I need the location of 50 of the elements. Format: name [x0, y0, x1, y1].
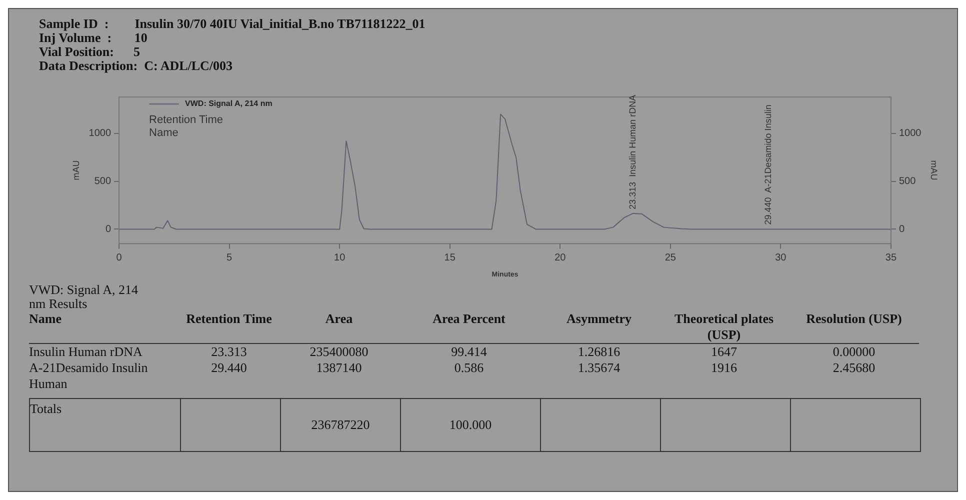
legend-label: VWD: Signal A, 214 nm	[185, 99, 272, 108]
x-tick-label: 25	[664, 252, 676, 264]
text: 236787220	[280, 399, 400, 451]
text: Insulin Human rDNA	[29, 344, 144, 360]
x-tick-label: 15	[444, 252, 456, 264]
text: 1387140	[315, 360, 363, 377]
text: 1.35674	[576, 360, 622, 377]
annotation: Retention Time	[149, 114, 224, 126]
y2-tick-label: 0	[898, 224, 905, 235]
x-tick-label: 0	[116, 252, 122, 264]
text: VWD: Signal A, 214 nm Results	[29, 282, 140, 311]
text: 1916	[710, 360, 738, 377]
y-tick-label: 500	[94, 176, 112, 188]
x-tick-label: 35	[885, 252, 897, 264]
x-tick-label: 20	[554, 252, 566, 264]
text: 29.440	[210, 360, 248, 377]
text: A-21Desamido Insulin Human	[29, 360, 149, 392]
y2-tick-label: 1000	[898, 128, 922, 140]
text: Retention Time	[185, 311, 273, 328]
y-tick-label: 0	[105, 224, 112, 235]
text: Vial Position: 5	[39, 44, 141, 59]
annotation: Name	[149, 127, 178, 140]
text: Inj Volume : 10	[39, 30, 148, 45]
y-tick-label: 1000	[88, 128, 112, 140]
y2-axis-title: mAU	[929, 160, 940, 180]
x-tick-label: 30	[775, 252, 787, 264]
text: Totals	[30, 400, 63, 418]
y2-tick-label: 500	[898, 176, 916, 188]
text: 100.000	[400, 399, 540, 451]
text: Asymmetry	[566, 311, 632, 328]
text: Data Description: C: ADL/LC/003	[39, 58, 234, 73]
text: Area	[324, 311, 354, 328]
text: 0.586	[453, 360, 485, 377]
text: 99.414	[450, 344, 488, 360]
text: Theoretical plates (USP)	[673, 311, 775, 343]
text: 1.26816	[576, 344, 622, 360]
text: Name	[29, 311, 62, 328]
text: Resolution (USP)	[805, 311, 903, 328]
text: 0.00000	[832, 344, 876, 360]
x-tick-label: 5	[226, 252, 233, 264]
text: 1647	[710, 344, 738, 360]
text: Sample ID : Insulin 30/70 40IU Vial_initial_B.no TB71181222_01	[39, 16, 426, 31]
text: Area Percent	[432, 311, 506, 328]
text: 2.45680	[832, 360, 876, 377]
text: 23.313	[210, 344, 248, 360]
text: 235400080	[308, 344, 370, 360]
y-axis-title: mAU	[70, 160, 81, 180]
x-tick-label: 10	[334, 252, 346, 264]
annotation: 23.313 Insulin Human rDNA	[628, 94, 638, 210]
annotation: 29.440 A-21Desamido Insulin	[762, 104, 773, 225]
